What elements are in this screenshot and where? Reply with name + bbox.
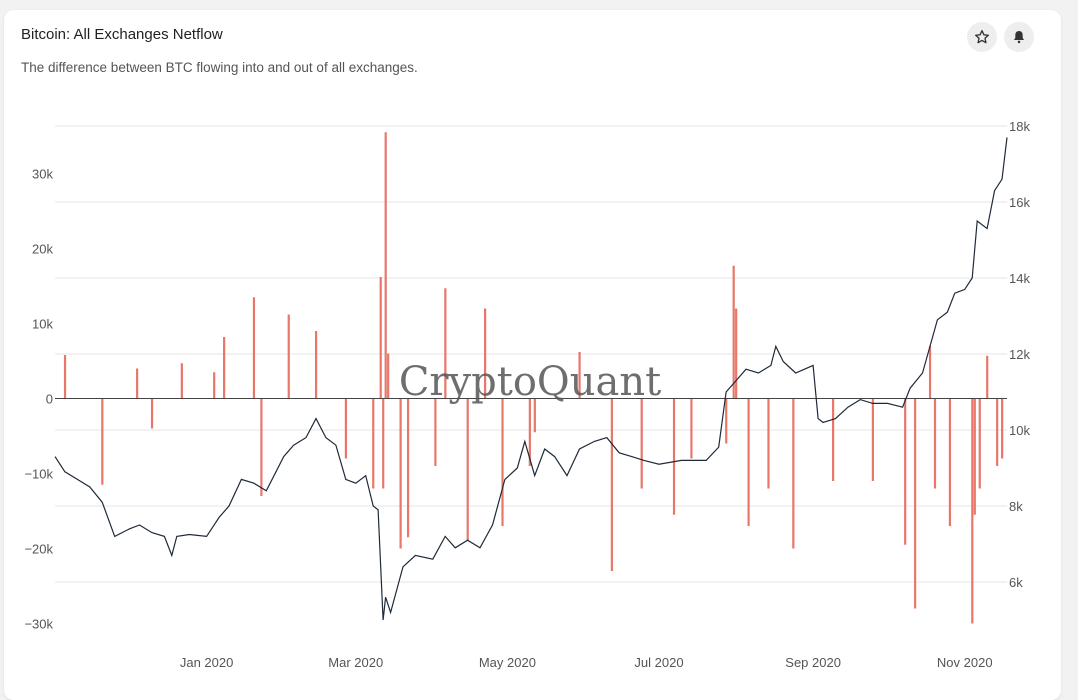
- netflow-bar: [871, 398, 874, 481]
- x-tick-label: Mar 2020: [328, 655, 383, 670]
- netflow-bar: [732, 265, 735, 399]
- x-tick-label: Nov 2020: [937, 655, 993, 670]
- x-tick-label: Sep 2020: [785, 655, 841, 670]
- right-tick-label: 6k: [1009, 575, 1023, 590]
- netflow-bar: [978, 398, 981, 489]
- netflow-bar: [914, 398, 917, 609]
- netflow-bar: [948, 398, 952, 526]
- netflow-bar: [640, 398, 643, 489]
- left-tick-label: −20k: [24, 542, 53, 557]
- netflow-bar: [136, 368, 139, 399]
- netflow-bar: [379, 277, 382, 399]
- netflow-bar: [528, 398, 531, 466]
- netflow-bar: [928, 346, 932, 399]
- favorite-button[interactable]: [967, 22, 997, 52]
- netflow-bar: [973, 398, 976, 515]
- x-axis-ticks: Jan 2020 Mar 2020 May 2020 Jul 2020 Sep 2020…: [180, 655, 993, 670]
- price-line: [54, 137, 1008, 621]
- left-tick-label: −30k: [24, 617, 53, 632]
- netflow-bar: [767, 398, 770, 489]
- netflow-bar: [725, 398, 728, 444]
- netflow-bar: [387, 353, 390, 399]
- netflow-bar: [382, 398, 385, 489]
- netflow-bar: [996, 398, 999, 466]
- netflow-bar: [444, 288, 447, 399]
- grid-lines: [55, 125, 1007, 583]
- left-axis-ticks: −30k −20k −10k 0 10k 20k 30k: [24, 167, 53, 632]
- netflow-bar: [372, 398, 375, 489]
- right-tick-label: 16k: [1009, 195, 1030, 210]
- netflow-bar: [986, 355, 989, 399]
- netflow-bars: [63, 132, 1004, 624]
- bell-icon: [1014, 31, 1024, 44]
- netflow-bar: [180, 363, 183, 399]
- netflow-bar: [533, 398, 536, 433]
- netflow-bar: [501, 398, 504, 526]
- price-line-group: [54, 137, 1008, 621]
- netflow-bar: [213, 372, 216, 399]
- netflow-bar: [399, 398, 402, 549]
- netflow-bar: [434, 398, 437, 466]
- netflow-bar: [63, 355, 67, 399]
- x-tick-label: Jan 2020: [180, 655, 234, 670]
- netflow-bar: [672, 398, 676, 515]
- star-icon: [975, 30, 989, 44]
- netflow-bar: [578, 352, 581, 399]
- netflow-bar: [287, 314, 290, 399]
- right-tick-label: 12k: [1009, 347, 1030, 362]
- netflow-bar: [792, 398, 795, 549]
- netflow-bar: [223, 337, 226, 399]
- chart-card: [4, 10, 1061, 700]
- netflow-bar: [610, 398, 613, 571]
- netflow-bar: [252, 297, 256, 399]
- chart-subtitle: The difference between BTC flowing into …: [21, 60, 418, 75]
- chart-title: Bitcoin: All Exchanges Netflow: [21, 26, 223, 43]
- right-axis-ticks: 6k 8k 10k 12k 14k 16k 18k: [1009, 119, 1030, 590]
- left-tick-label: 10k: [32, 317, 53, 332]
- right-tick-label: 18k: [1009, 119, 1030, 134]
- x-tick-label: Jul 2020: [634, 655, 683, 670]
- netflow-bar: [344, 398, 348, 459]
- netflow-bar: [1001, 398, 1004, 459]
- alert-button[interactable]: [1004, 22, 1034, 52]
- netflow-bar: [260, 398, 263, 496]
- netflow-bar: [735, 308, 738, 399]
- netflow-bar: [933, 398, 937, 489]
- netflow-bar: [406, 398, 410, 538]
- right-tick-label: 8k: [1009, 499, 1023, 514]
- right-tick-label: 14k: [1009, 271, 1030, 286]
- x-tick-label: May 2020: [479, 655, 536, 670]
- left-tick-label: 0: [46, 392, 53, 407]
- watermark: CryptoQuant: [399, 359, 661, 405]
- left-tick-label: 20k: [32, 242, 53, 257]
- netflow-bar: [384, 132, 387, 399]
- netflow-bar: [904, 398, 907, 545]
- netflow-bar: [101, 398, 104, 485]
- netflow-bar: [484, 308, 487, 399]
- right-tick-label: 10k: [1009, 423, 1030, 438]
- netflow-bar: [747, 398, 750, 526]
- netflow-bar: [314, 331, 318, 399]
- netflow-bar: [971, 398, 974, 624]
- netflow-bar: [690, 398, 693, 459]
- netflow-bar: [150, 398, 154, 429]
- left-tick-label: 30k: [32, 167, 53, 182]
- netflow-bar: [832, 398, 835, 481]
- netflow-bar: [466, 398, 469, 541]
- left-tick-label: −10k: [24, 467, 53, 482]
